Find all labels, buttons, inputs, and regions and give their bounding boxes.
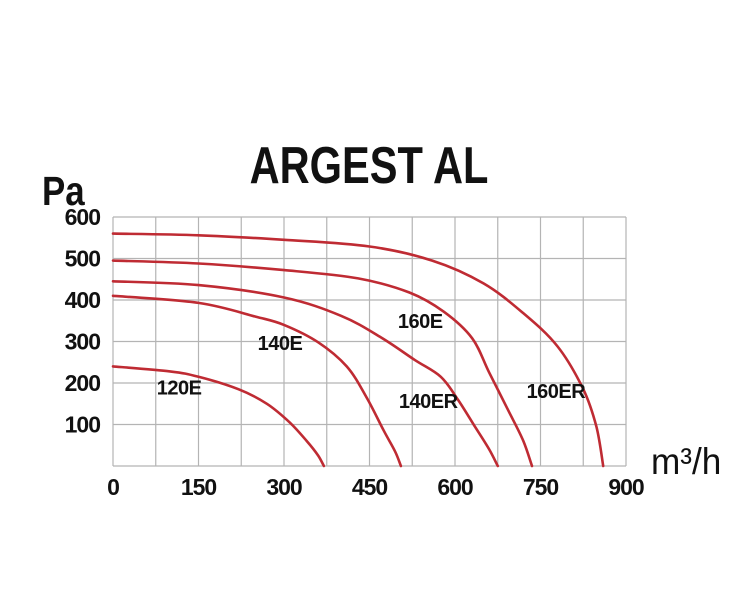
x-tick-label: 750 [523,474,559,500]
x-axis-unit-label: m³/h [651,441,722,482]
curve-160E [111,259,534,468]
curve-label-140E: 140E [258,333,303,355]
y-tick-label: 300 [65,329,101,355]
y-tick-label: 100 [65,412,101,438]
x-tick-label: 150 [181,474,217,500]
curve-140E [111,294,403,468]
y-tick-label: 400 [65,287,101,313]
curve-140ER [111,280,500,468]
curve-label-160E: 160E [398,311,443,333]
y-axis-unit-label: Pa [42,168,85,214]
x-tick-label: 0 [107,474,119,500]
curve-160ER [111,232,605,468]
x-tick-label: 600 [437,474,473,500]
x-tick-label: 300 [266,474,302,500]
curve-label-120E: 120E [157,378,202,400]
y-tick-label: 600 [65,204,101,230]
y-tick-label: 500 [65,246,101,272]
y-tick-label: 200 [65,370,101,396]
chart-title: ARGEST AL [249,137,489,195]
curve-label-160ER: 160ER [527,381,587,403]
curve-120E [111,365,326,468]
curve-label-140ER: 140ER [399,391,459,413]
x-tick-label: 450 [352,474,388,500]
x-tick-label: 900 [608,474,644,500]
